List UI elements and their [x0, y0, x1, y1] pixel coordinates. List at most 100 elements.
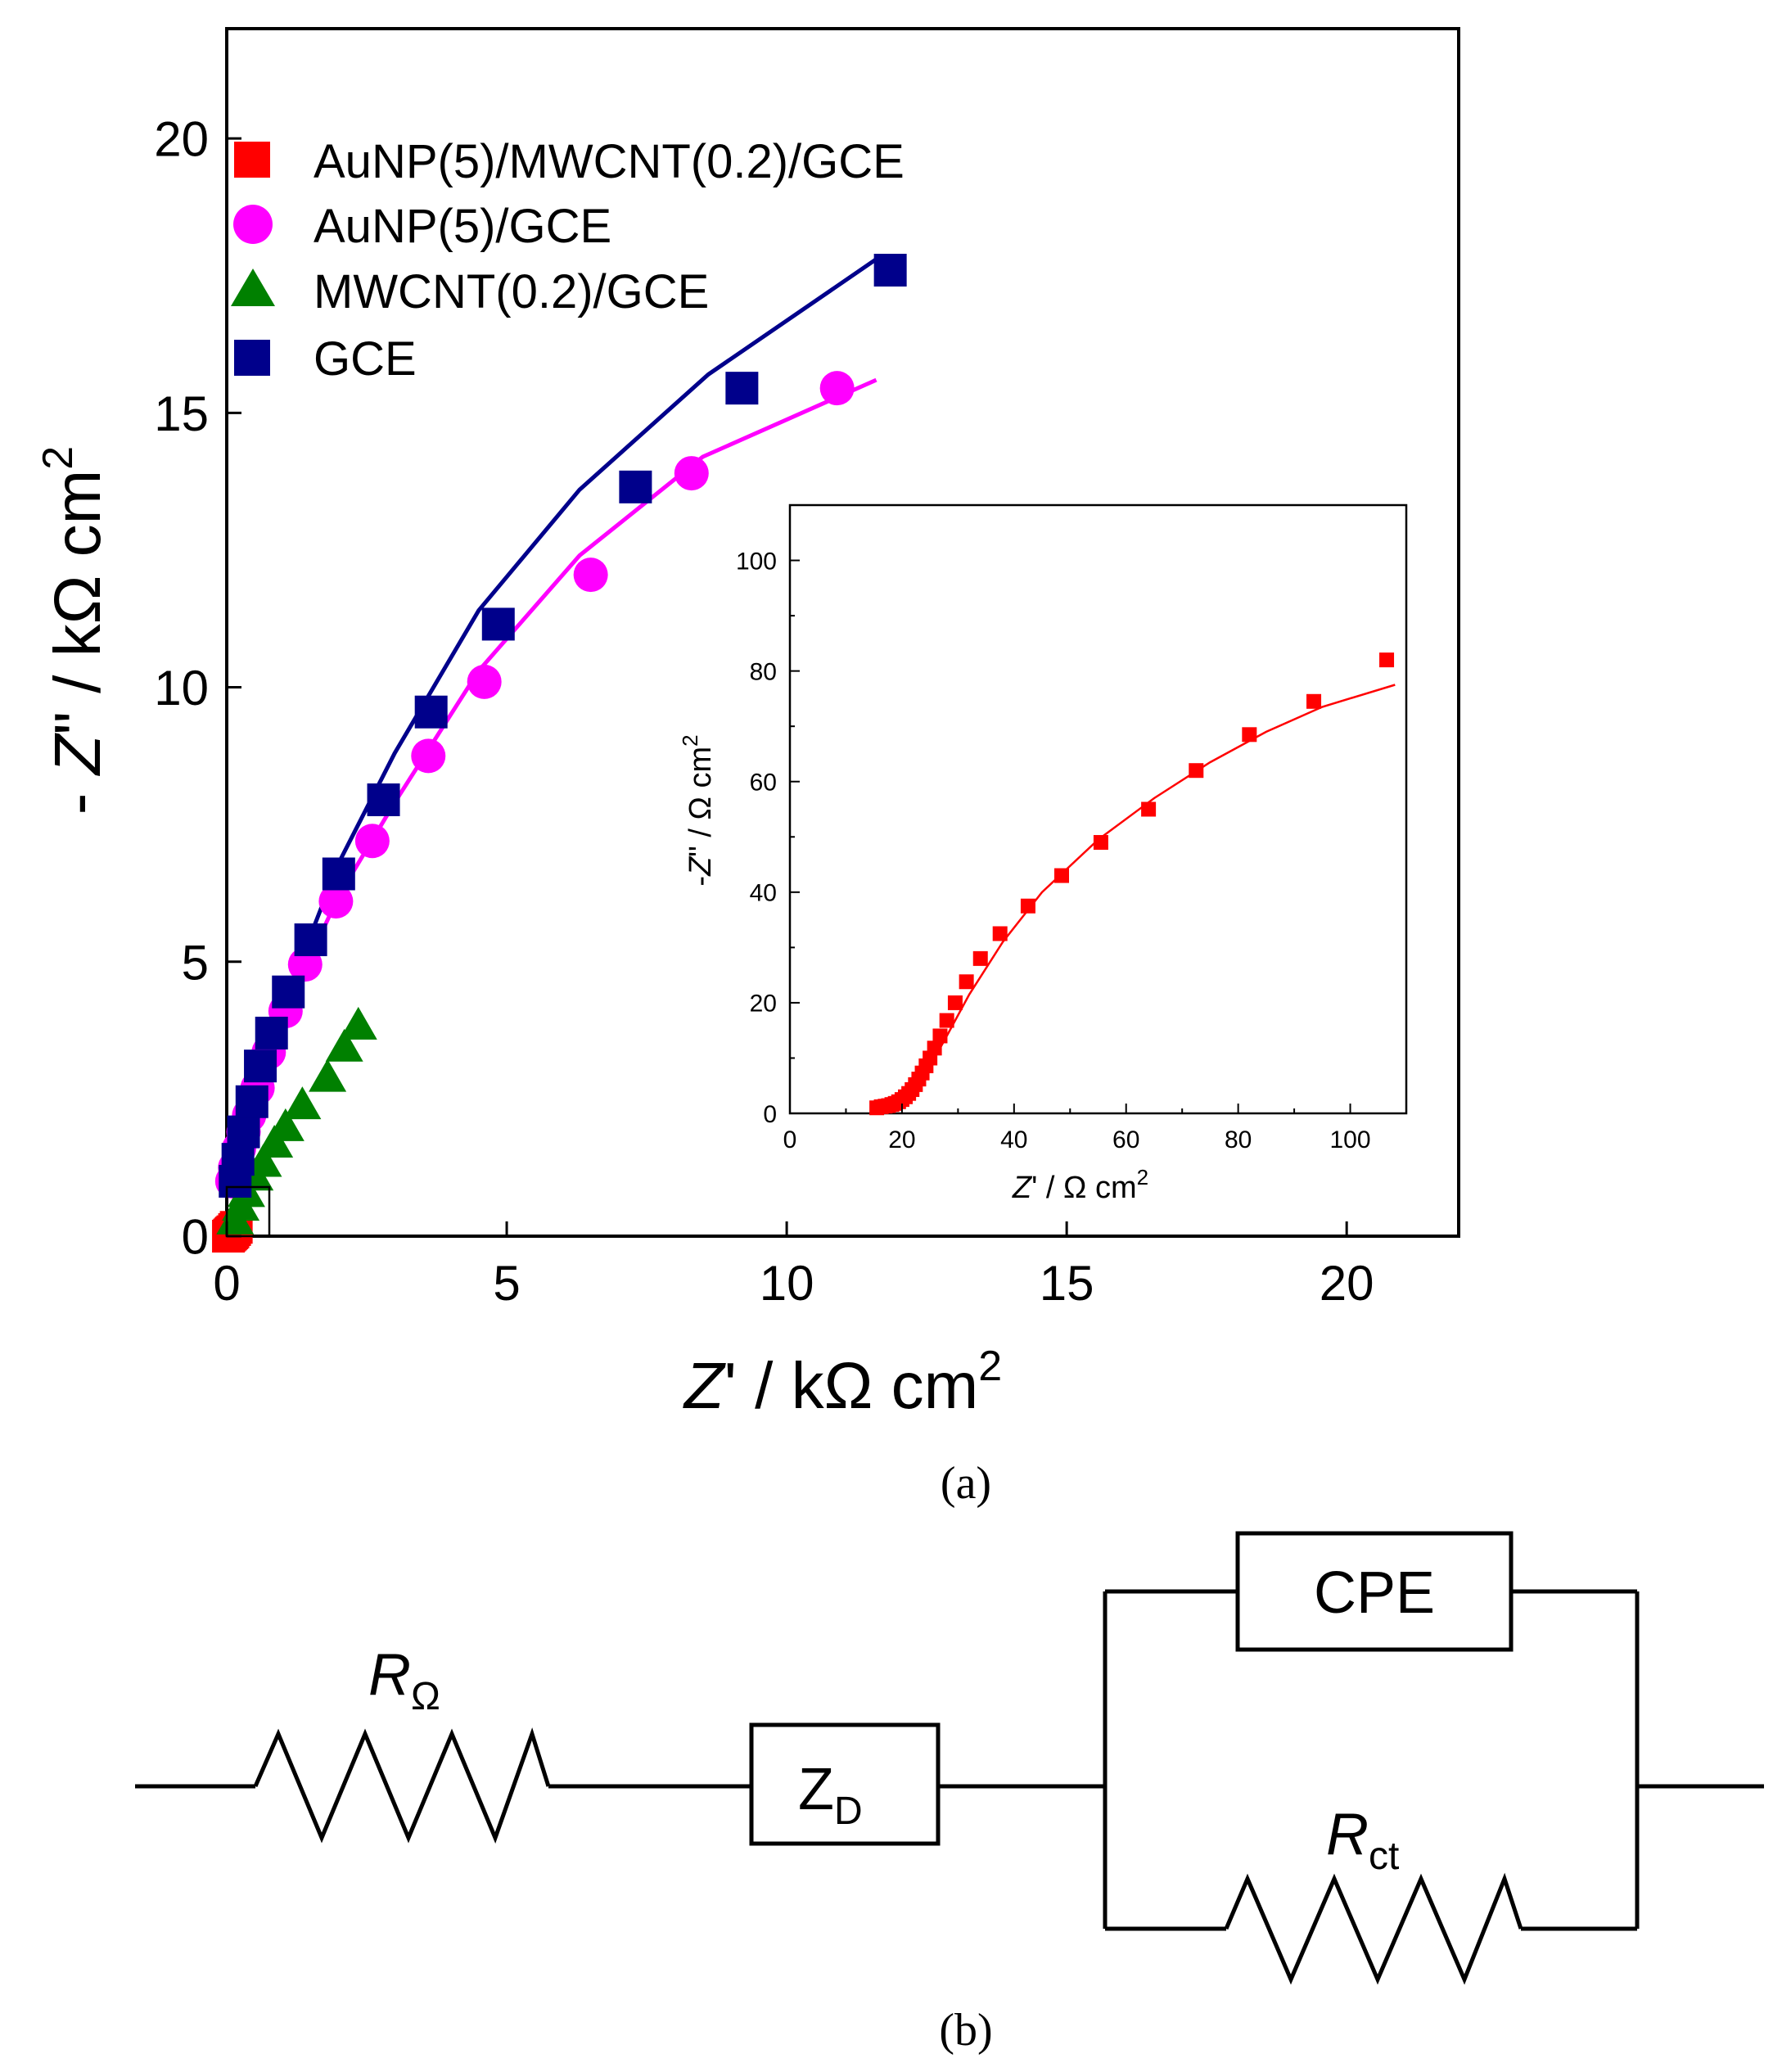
main-point-gce [227, 1115, 260, 1149]
inset-x-axis-ticks: 0 20 40 60 80 100 [783, 1104, 1371, 1153]
inset-ytick-label: 100 [736, 548, 777, 575]
main-fit-lines [224, 257, 877, 1194]
panel-b-label: (b) [939, 2005, 992, 2056]
main-point-mwcnt-0-2-gce [283, 1086, 322, 1120]
r-omega-label: RΩ [368, 1642, 440, 1718]
equivalent-circuit [135, 1531, 1764, 1985]
r-omega-sub: Ω [411, 1675, 440, 1718]
inset-point-aunp-5-mwcnt-0-2-gce [932, 1028, 948, 1044]
rct-sub: ct [1369, 1835, 1399, 1878]
inset-y-label-unit: " / Ω cm [683, 747, 718, 857]
r-omega-main: R [368, 1642, 411, 1708]
inset-ytick-label: 60 [750, 770, 777, 797]
main-point-aunp-5-gce [411, 738, 446, 774]
inset-xtick-label: 80 [1225, 1126, 1252, 1153]
inset-ytick-label: 80 [750, 658, 777, 685]
main-point-mwcnt-0-2-gce [325, 1028, 363, 1062]
main-ytick-label: 5 [182, 935, 209, 990]
main-point-gce [481, 607, 515, 641]
main-y-label-sup: 2 [34, 446, 82, 470]
cpe-label: CPE [1314, 1560, 1435, 1626]
rct-label: Rct [1326, 1802, 1399, 1878]
main-point-gce [235, 1085, 268, 1118]
main-point-mwcnt-0-2-gce [309, 1059, 347, 1092]
inset-point-aunp-5-mwcnt-0-2-gce [939, 1013, 954, 1028]
inset-plot-frame [788, 503, 1408, 1115]
zoom-region-box [225, 1185, 271, 1238]
inset-y-label-sup: 2 [678, 734, 702, 746]
inset-x-label-unit: ' / Ω cm [1031, 1171, 1137, 1205]
main-ytick-label: 15 [154, 386, 209, 441]
main-point-gce [414, 695, 448, 729]
main-xtick-label: 20 [1320, 1256, 1374, 1311]
main-point-gce [322, 857, 355, 891]
legend-label-aunp: AuNP(5)/GCE [314, 200, 611, 253]
main-y-label-minus: - [41, 774, 114, 815]
inset-ytick-label: 0 [763, 1101, 777, 1128]
inset-y-label-minus: - [683, 876, 718, 887]
main-y-axis-label: - Z" / kΩ cm2 [34, 446, 114, 815]
main-point-gce [725, 372, 759, 405]
inset-point-aunp-5-mwcnt-0-2-gce [1141, 801, 1157, 817]
main-point-gce [619, 470, 652, 503]
main-point-gce [272, 975, 305, 1009]
legend-label-mwcnt: MWCNT(0.2)/GCE [314, 265, 709, 318]
inset-point-aunp-5-mwcnt-0-2-gce [1379, 652, 1395, 668]
main-point-gce [221, 1143, 255, 1176]
main-x-label-z: Z [683, 1349, 727, 1422]
main-y-label-unit: " / kΩ cm [41, 470, 114, 735]
main-xtick-label: 10 [760, 1256, 814, 1311]
inset-x-axis-label: Z' / Ω cm2 [1012, 1165, 1148, 1205]
main-point-aunp-5-gce [467, 664, 502, 699]
main-point-mwcnt-0-2-gce [266, 1108, 305, 1141]
main-point-aunp-5-gce [819, 371, 855, 406]
zd-label: ZD [798, 1757, 863, 1833]
inset-xtick-label: 0 [783, 1126, 797, 1153]
inset-x-label-sup: 2 [1137, 1165, 1148, 1189]
inset-y-axis-label: -Z" / Ω cm2 [678, 734, 718, 886]
main-x-axis-label: Z' / kΩ cm2 [683, 1343, 1002, 1422]
main-point-gce [367, 783, 400, 816]
main-x-axis-ticks: 0 5 10 15 20 [213, 1221, 1374, 1311]
inset-point-aunp-5-mwcnt-0-2-gce [1306, 693, 1322, 709]
main-fit-gce [224, 257, 877, 1194]
inset-ytick-label: 20 [750, 991, 777, 1018]
main-y-axis-ticks: 0 5 10 15 20 [154, 112, 241, 1265]
main-point-gce [255, 1016, 288, 1050]
inset-xtick-label: 40 [1000, 1126, 1027, 1153]
legend-marker-gce [234, 340, 270, 376]
main-xtick-label: 0 [213, 1256, 240, 1311]
main-data-points [212, 254, 907, 1253]
main-ytick-label: 20 [154, 112, 209, 167]
main-point-aunp-5-gce [674, 456, 709, 491]
legend: AuNP(5)/MWCNT(0.2)/GCE AuNP(5)/GCE MWCNT… [231, 135, 905, 386]
inset-point-aunp-5-mwcnt-0-2-gce [927, 1041, 942, 1056]
main-ytick-label: 10 [154, 661, 209, 715]
main-ytick-label: 0 [182, 1210, 209, 1265]
main-point-aunp-5-gce [573, 557, 608, 593]
main-x-label-unit: ' / kΩ cm [724, 1349, 979, 1422]
inset-point-aunp-5-mwcnt-0-2-gce [992, 926, 1008, 941]
main-point-gce [244, 1050, 277, 1083]
legend-marker-mwcnt [231, 269, 275, 306]
inset-point-aunp-5-mwcnt-0-2-gce [1054, 868, 1070, 883]
inset-x-label-z: Z [1012, 1171, 1033, 1205]
inset-y-axis-ticks: 0 20 40 60 80 100 [736, 548, 800, 1128]
inset-point-aunp-5-mwcnt-0-2-gce [1189, 763, 1204, 779]
zd-main: Z [798, 1757, 834, 1822]
resistor-r-omega [253, 1727, 551, 1844]
main-y-label-z: Z [41, 732, 114, 776]
panel-a-label: (a) [941, 1458, 991, 1509]
inset-xtick-label: 60 [1112, 1126, 1139, 1153]
main-x-label-sup: 2 [978, 1343, 1002, 1390]
main-point-mwcnt-0-2-gce [255, 1125, 294, 1158]
inset-point-aunp-5-mwcnt-0-2-gce [972, 950, 988, 966]
main-xtick-label: 5 [493, 1256, 520, 1311]
inset-xtick-label: 20 [888, 1126, 915, 1153]
inset-ytick-label: 40 [750, 880, 777, 907]
rct-main: R [1326, 1802, 1369, 1867]
main-point-aunp-5-gce [354, 824, 390, 859]
inset-point-aunp-5-mwcnt-0-2-gce [947, 995, 963, 1010]
